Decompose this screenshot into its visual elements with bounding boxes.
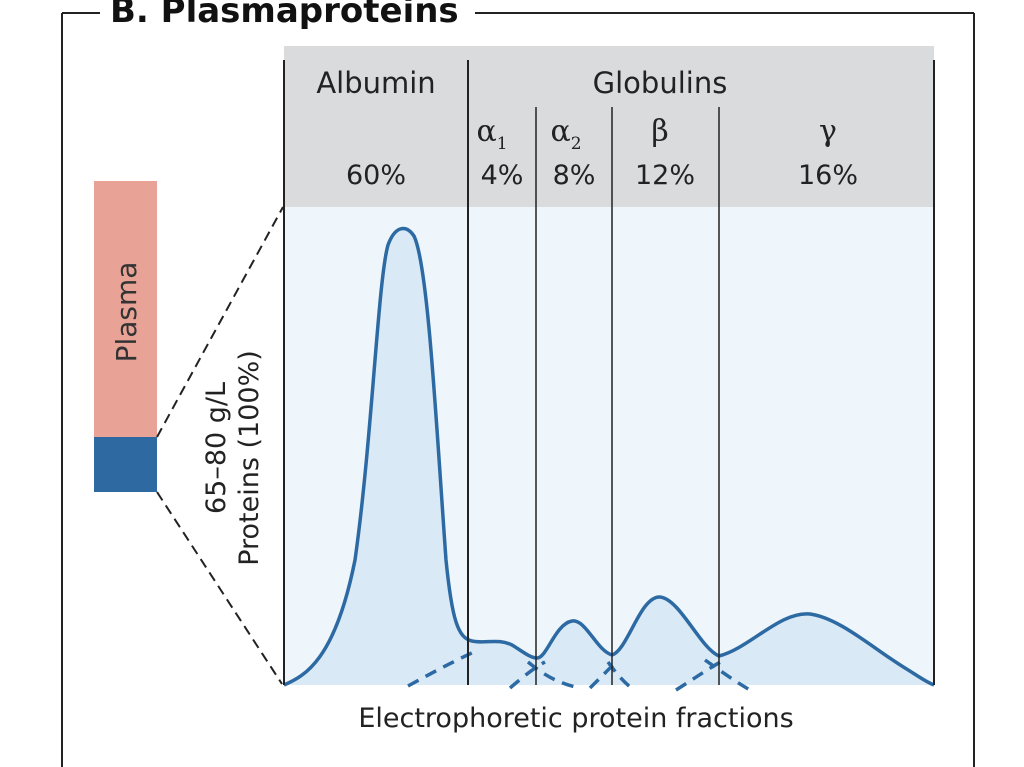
- albumin-percent: 60%: [346, 160, 406, 191]
- alpha1-percent: 4%: [481, 160, 524, 191]
- beta-gamma-tail-dashed: [703, 658, 751, 692]
- alpha2-tail-dashed: [526, 660, 581, 690]
- figure-title: B. Plasmaproteins: [110, 0, 459, 31]
- alpha2-percent: 8%: [553, 160, 596, 191]
- gamma-percent: 16%: [798, 160, 858, 191]
- protein-bar: [94, 437, 157, 492]
- beta-component-dashed: [588, 660, 618, 690]
- electrophoresis-curve: [283, 226, 935, 687]
- beta-tail-dashed: [606, 660, 636, 692]
- plasma-label: Plasma: [110, 262, 143, 363]
- proteins-concentration-label: 65–80 g/L: [201, 382, 232, 514]
- header-band: [284, 46, 934, 207]
- alpha2-component-dashed: [508, 660, 546, 690]
- plasma-bar: [94, 181, 157, 437]
- globulins-header: Globulins: [593, 66, 728, 100]
- connector-top: [156, 206, 284, 438]
- proteins-percent-label: Proteins (100%): [234, 350, 265, 566]
- x-axis-label: Electrophoretic protein fractions: [358, 703, 793, 734]
- alpha2-symbol: α2: [550, 114, 581, 154]
- beta-percent: 12%: [635, 160, 695, 191]
- beta-symbol: β: [651, 114, 668, 149]
- alpha1-symbol: α1: [476, 114, 507, 154]
- albumin-header: Albumin: [316, 66, 435, 100]
- connector-bottom: [156, 491, 283, 685]
- alpha1-component-dashed: [407, 648, 479, 688]
- gamma-symbol: γ: [819, 114, 837, 149]
